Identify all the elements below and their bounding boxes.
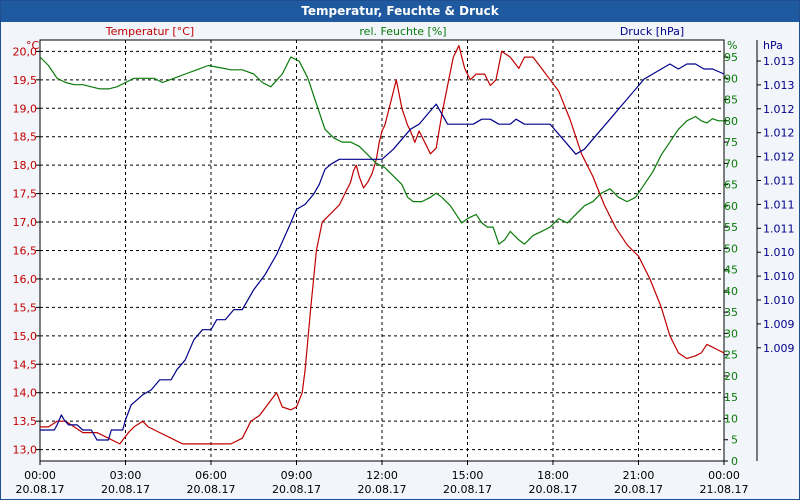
- hum-tick-label: 35: [724, 306, 738, 319]
- temp-tick-label: 15,0: [13, 330, 38, 343]
- temp-tick-label: 20,0: [13, 45, 38, 58]
- temp-tick-label: 13,5: [13, 415, 38, 428]
- temp-tick-label: 14,5: [13, 358, 38, 371]
- press-tick-label: 1.011: [763, 222, 795, 235]
- press-tick-label: 1.010: [763, 246, 795, 259]
- x-tick-time: 00:00: [24, 469, 56, 482]
- x-tick-date: 20.08.17: [16, 483, 65, 496]
- temp-tick-label: 17,5: [13, 188, 38, 201]
- press-tick-label: 1.012: [763, 127, 795, 140]
- press-tick-label: 1.010: [763, 294, 795, 307]
- press-series-label: Druck [hPa]: [620, 25, 684, 38]
- temp-tick-label: 19,5: [13, 74, 38, 87]
- temp-axis-unit: °C: [26, 39, 40, 52]
- press-tick-label: 1.013: [763, 79, 795, 92]
- x-tick-date: 20.08.17: [101, 483, 150, 496]
- press-tick-label: 1.012: [763, 103, 795, 116]
- temp-tick-label: 16,5: [13, 245, 38, 258]
- humidity-line: [39, 56, 724, 245]
- press-tick-label: 1.013: [763, 55, 795, 68]
- press-tick-label: 1.011: [763, 175, 795, 188]
- press-tick-label: 1.012: [763, 151, 795, 164]
- hum-tick-label: 50: [724, 242, 738, 255]
- temp-tick-label: 16,0: [13, 273, 38, 286]
- x-tick-time: 09:00: [281, 469, 313, 482]
- hum-tick-label: 15: [724, 391, 738, 404]
- hum-tick-label: 25: [724, 349, 738, 362]
- hum-tick-label: 60: [724, 200, 738, 213]
- x-tick-time: 03:00: [110, 469, 142, 482]
- series-group: [39, 45, 725, 445]
- x-tick-time: 06:00: [195, 469, 227, 482]
- press-tick-label: 1.010: [763, 270, 795, 283]
- press-tick-label: 1.009: [763, 318, 795, 331]
- hum-tick-label: 70: [724, 157, 738, 170]
- x-tick-time: 12:00: [366, 469, 398, 482]
- x-tick-date: 20.08.17: [443, 483, 492, 496]
- hum-tick-label: 0: [731, 455, 738, 468]
- x-tick-date: 20.08.17: [187, 483, 236, 496]
- hum-tick-label: 65: [724, 179, 738, 192]
- hum-tick-label: 20: [724, 370, 738, 383]
- x-tick-date: 21.08.17: [700, 483, 749, 496]
- temp-tick-label: 19,0: [13, 102, 38, 115]
- temp-series-label: Temperatur [°C]: [105, 25, 194, 38]
- hum-tick-label: 45: [724, 264, 738, 277]
- hum-series-label: rel. Feuchte [%]: [359, 25, 446, 38]
- hum-tick-label: 75: [724, 136, 738, 149]
- chart-title: Temperatur, Feuchte & Druck: [1, 1, 799, 22]
- x-tick-time: 15:00: [452, 469, 484, 482]
- grid-lines: [40, 40, 724, 461]
- hum-tick-label: 40: [724, 285, 738, 298]
- x-tick-time: 00:00: [708, 469, 740, 482]
- axes: [36, 40, 761, 465]
- pressure-line: [40, 63, 725, 441]
- temp-tick-label: 18,5: [13, 131, 38, 144]
- hum-tick-label: 80: [724, 115, 738, 128]
- temp-tick-label: 18,0: [13, 159, 38, 172]
- temp-tick-label: 17,0: [13, 216, 38, 229]
- hum-tick-label: 30: [724, 327, 738, 340]
- temperature-line: [40, 45, 725, 445]
- hum-tick-label: 85: [724, 94, 738, 107]
- temp-tick-label: 15,5: [13, 301, 38, 314]
- hum-tick-label: 90: [724, 72, 738, 85]
- hum-axis-unit: %: [727, 39, 737, 52]
- hum-tick-label: 55: [724, 221, 738, 234]
- press-axis-unit: hPa: [763, 39, 783, 52]
- temp-tick-label: 14,0: [13, 387, 38, 400]
- hum-tick-label: 10: [724, 412, 738, 425]
- press-tick-label: 1.011: [763, 198, 795, 211]
- press-tick-label: 1.009: [763, 342, 795, 355]
- x-tick-time: 18:00: [537, 469, 569, 482]
- x-tick-date: 20.08.17: [614, 483, 663, 496]
- temp-tick-label: 13,0: [13, 444, 38, 457]
- hum-tick-label: 5: [731, 434, 738, 447]
- hum-tick-label: 95: [724, 51, 738, 64]
- axis-labels: 00:0020.08.1703:0020.08.1706:0020.08.170…: [13, 25, 795, 496]
- x-tick-date: 20.08.17: [529, 483, 578, 496]
- x-tick-date: 20.08.17: [272, 483, 321, 496]
- x-tick-date: 20.08.17: [358, 483, 407, 496]
- x-tick-time: 21:00: [623, 469, 655, 482]
